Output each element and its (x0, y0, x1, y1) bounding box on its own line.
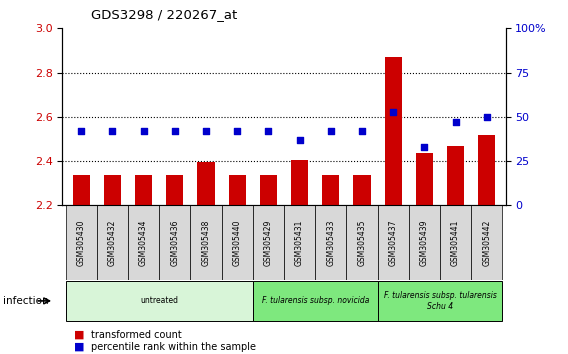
Text: GSM305438: GSM305438 (202, 219, 211, 266)
Bar (416, 153, 433, 205)
Point (389, 109, 398, 114)
Bar (135, 176, 152, 205)
Bar (315, 205, 346, 280)
Text: percentile rank within the sample: percentile rank within the sample (91, 342, 256, 352)
Bar (166, 176, 183, 205)
Bar (253, 280, 378, 321)
Text: GSM305433: GSM305433 (326, 219, 335, 266)
Point (77, 128, 86, 134)
Text: GSM305441: GSM305441 (451, 219, 460, 266)
Bar (440, 205, 471, 280)
Point (108, 128, 117, 134)
Text: GSM305434: GSM305434 (139, 219, 148, 266)
Bar (198, 162, 215, 205)
Bar (284, 205, 315, 280)
Text: GSM305442: GSM305442 (482, 219, 491, 266)
Text: GSM305439: GSM305439 (420, 219, 429, 266)
Bar (291, 160, 308, 205)
Text: GSM305432: GSM305432 (108, 219, 117, 266)
Text: ■: ■ (74, 330, 84, 339)
Bar (128, 205, 159, 280)
Bar (97, 205, 128, 280)
Text: GSM305436: GSM305436 (170, 219, 179, 266)
Text: infection: infection (3, 296, 48, 306)
Point (357, 128, 366, 134)
Bar (353, 176, 370, 205)
Text: untreated: untreated (140, 296, 178, 306)
Bar (222, 205, 253, 280)
Bar (65, 205, 97, 280)
Text: F. tularensis subsp. novicida: F. tularensis subsp. novicida (261, 296, 369, 306)
Bar (73, 176, 90, 205)
Bar (346, 205, 378, 280)
Bar (385, 57, 402, 205)
Point (139, 128, 148, 134)
Point (264, 128, 273, 134)
Text: transformed count: transformed count (91, 330, 182, 339)
Text: GSM305431: GSM305431 (295, 219, 304, 266)
Bar (190, 205, 222, 280)
Bar (65, 280, 253, 321)
Text: GSM305440: GSM305440 (233, 219, 242, 266)
Point (233, 128, 242, 134)
Point (295, 137, 304, 143)
Text: GSM305429: GSM305429 (264, 219, 273, 266)
Bar (322, 176, 339, 205)
Bar (104, 176, 121, 205)
Bar (471, 205, 503, 280)
Bar (409, 205, 440, 280)
Bar (159, 205, 190, 280)
Bar (447, 145, 464, 205)
Text: GDS3298 / 220267_at: GDS3298 / 220267_at (91, 8, 237, 21)
Text: F. tularensis subsp. tularensis
Schu 4: F. tularensis subsp. tularensis Schu 4 (383, 291, 496, 310)
Bar (378, 280, 503, 321)
Bar (378, 205, 409, 280)
Bar (228, 176, 246, 205)
Point (326, 128, 335, 134)
Text: GSM305430: GSM305430 (77, 219, 86, 266)
Point (451, 119, 460, 125)
Point (170, 128, 179, 134)
Text: ■: ■ (74, 342, 84, 352)
Text: GSM305435: GSM305435 (357, 219, 366, 266)
Bar (478, 135, 495, 205)
Bar (260, 176, 277, 205)
Point (202, 128, 211, 134)
Text: GSM305437: GSM305437 (389, 219, 398, 266)
Bar (253, 205, 284, 280)
Point (420, 144, 429, 150)
Point (482, 114, 491, 120)
